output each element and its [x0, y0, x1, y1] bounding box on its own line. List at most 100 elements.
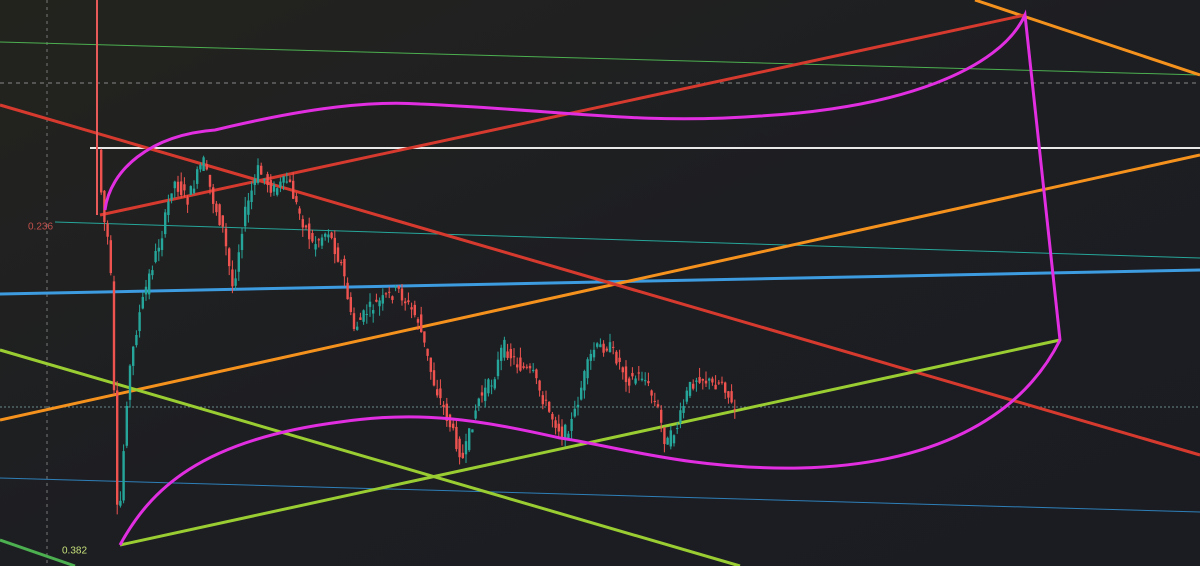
candle-body — [196, 169, 199, 184]
candle-body — [231, 269, 234, 287]
candle-body — [400, 288, 404, 301]
candle-body — [128, 365, 132, 400]
candle-body — [320, 237, 324, 246]
candle-body — [413, 304, 416, 316]
candle-body — [333, 237, 336, 255]
candle-body — [644, 380, 647, 382]
candle-body — [250, 190, 253, 203]
candle-body — [106, 223, 109, 237]
fib-label: 0.382 — [62, 546, 87, 557]
candle-body — [525, 366, 528, 368]
candle-body — [224, 228, 228, 247]
candle-body — [477, 398, 480, 407]
candle-body — [634, 378, 637, 384]
candle-body — [269, 180, 272, 193]
candle-body — [192, 188, 196, 194]
candle-body — [500, 347, 503, 361]
candle-body — [298, 208, 301, 214]
candle-body — [292, 180, 295, 199]
candle-body — [509, 348, 512, 359]
candle-body — [416, 319, 420, 323]
candle-body — [522, 366, 525, 368]
teal-trendline — [54, 221, 1200, 259]
candle-body — [308, 223, 311, 240]
candle-body — [711, 378, 714, 383]
candle-body — [461, 452, 464, 459]
candle-body — [154, 250, 157, 263]
candle-body — [669, 430, 672, 447]
candle-body — [490, 385, 493, 387]
candle-body — [317, 239, 320, 241]
candle-body — [352, 313, 356, 329]
candle-body — [512, 356, 516, 358]
candle-body — [205, 164, 208, 170]
candle-body — [692, 383, 695, 389]
candle-body — [570, 419, 573, 431]
candle-body — [167, 201, 170, 216]
candle-body — [384, 293, 388, 295]
candle-body — [432, 370, 436, 386]
candle-body — [640, 378, 644, 381]
green-trendline — [0, 41, 1200, 76]
candle-body — [602, 343, 605, 353]
candle-body — [186, 197, 189, 205]
candle-body — [589, 353, 592, 361]
candle-body — [618, 357, 621, 362]
candle-body — [218, 204, 221, 226]
candle-body — [733, 409, 736, 411]
candle-body — [356, 326, 359, 330]
blue-thin-trendline — [0, 477, 1200, 513]
candle-body — [407, 300, 410, 303]
candle-body — [612, 346, 615, 348]
candle-body — [714, 384, 717, 390]
candle-body — [237, 252, 240, 272]
candle-body — [279, 181, 282, 187]
candle-body — [266, 174, 269, 186]
candle-body — [464, 441, 468, 455]
candle-body — [244, 206, 247, 227]
candle-body — [701, 379, 704, 381]
candle-body — [535, 369, 538, 379]
candle-body — [538, 380, 541, 391]
candle-body — [208, 174, 212, 187]
fib-label: 0.236 — [28, 222, 53, 233]
candle-body — [455, 426, 458, 450]
candle-body — [724, 382, 727, 393]
candle-body — [695, 380, 698, 382]
candle-body — [557, 423, 560, 432]
candle-body — [160, 238, 164, 250]
candle-body — [240, 233, 244, 251]
candles — [100, 148, 736, 515]
candle-body — [672, 435, 676, 444]
candle-body — [471, 429, 474, 433]
candle-body — [653, 401, 656, 403]
candle-body — [336, 247, 340, 262]
candle-body — [135, 334, 138, 346]
candle-body — [343, 258, 346, 277]
candle-body — [605, 348, 608, 351]
candle-body — [730, 391, 733, 403]
candle-body — [576, 404, 580, 408]
candle-body — [551, 413, 554, 420]
candle-body — [468, 428, 471, 451]
candle-body — [391, 296, 394, 300]
candle-body — [567, 433, 570, 439]
candle-body — [519, 357, 522, 371]
candle-body — [372, 310, 375, 314]
candle-body — [212, 187, 215, 204]
candle-body — [720, 381, 724, 383]
candle-body — [650, 390, 653, 396]
candle-body — [480, 392, 484, 396]
candle-body — [282, 176, 285, 183]
candle-body — [528, 365, 532, 369]
candle-body — [122, 451, 125, 501]
candle-body — [631, 372, 634, 377]
candle-body — [109, 240, 112, 274]
candle-body — [234, 278, 237, 286]
candle-body — [368, 301, 372, 307]
candle-body — [301, 219, 304, 228]
candle-body — [285, 181, 288, 183]
candle-body — [164, 212, 167, 235]
candle-body — [458, 438, 461, 458]
